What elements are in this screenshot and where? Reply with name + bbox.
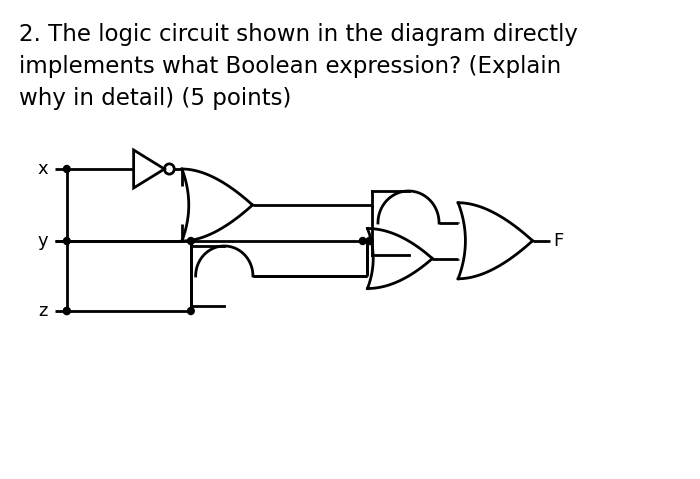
Text: F: F [554,232,564,250]
Text: x: x [37,160,48,178]
Circle shape [64,308,70,315]
Text: z: z [38,302,48,320]
Text: 2. The logic circuit shown in the diagram directly: 2. The logic circuit shown in the diagra… [19,23,578,46]
Text: implements what Boolean expression? (Explain: implements what Boolean expression? (Exp… [19,55,561,78]
Circle shape [359,238,366,244]
Circle shape [366,238,372,244]
Text: y: y [37,232,48,250]
Circle shape [64,308,70,315]
Circle shape [188,238,194,244]
Circle shape [64,238,70,244]
Circle shape [64,166,70,172]
Text: why in detail) (5 points): why in detail) (5 points) [19,87,291,110]
Circle shape [188,308,194,315]
